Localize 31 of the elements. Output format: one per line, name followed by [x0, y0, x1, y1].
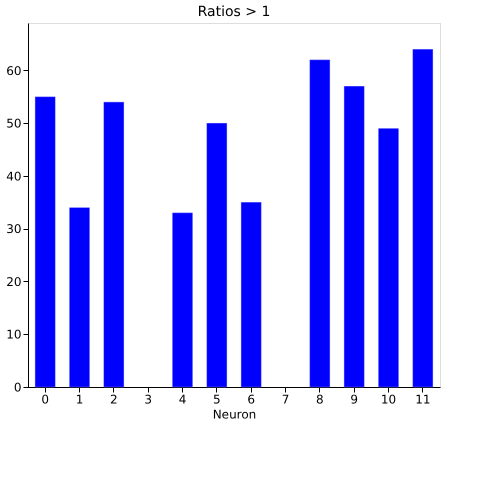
y-tick-label: 40 — [6, 169, 22, 184]
bar — [412, 49, 434, 388]
bar — [310, 60, 330, 388]
x-tick-label: 6 — [247, 392, 255, 406]
x-tick-label: 3 — [144, 392, 152, 406]
bar — [206, 122, 228, 388]
bar — [34, 96, 56, 388]
x-tick-label: 2 — [110, 392, 118, 406]
x-tick-label: 4 — [178, 392, 186, 406]
y-tick-label: 0 — [14, 380, 22, 394]
y-tick-label: 60 — [6, 64, 22, 78]
y-tick-label: 20 — [6, 274, 22, 289]
y-tick-label: 50 — [6, 116, 22, 131]
x-tick-label: 10 — [380, 392, 396, 406]
x-axis-title: Neuron — [212, 408, 256, 422]
chart-title: Ratios > 1 — [198, 4, 270, 20]
bar — [104, 102, 124, 388]
x-tick-label: 8 — [316, 392, 324, 406]
bar — [344, 86, 364, 388]
y-tick-label: 10 — [6, 328, 22, 342]
x-tick-label: 9 — [350, 392, 358, 406]
y-tick-label: 30 — [6, 222, 22, 236]
bar — [378, 128, 399, 388]
x-tick-label: 0 — [41, 392, 49, 406]
bar — [240, 202, 262, 388]
x-tick-label: 1 — [76, 392, 84, 406]
x-tick-label: 5 — [213, 392, 221, 406]
x-tick-label: 7 — [282, 392, 290, 406]
bar — [69, 207, 90, 388]
bar — [172, 212, 193, 388]
x-tick-label: 11 — [415, 392, 430, 406]
